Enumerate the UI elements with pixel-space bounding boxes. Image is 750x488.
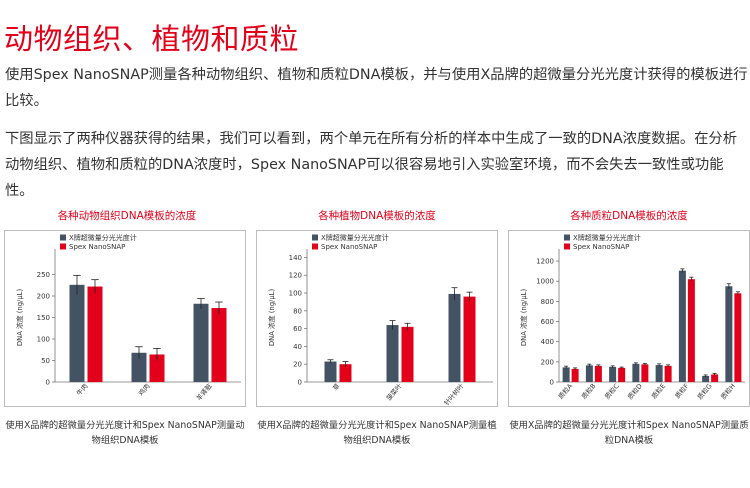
bar <box>641 364 649 382</box>
y-tick-label: 80 <box>293 307 302 315</box>
bar <box>69 284 85 382</box>
x-tick-label: 鸡肉 <box>136 382 151 398</box>
legend-label: X牌超微量分光光度计 <box>321 233 389 242</box>
bar <box>131 352 147 382</box>
x-tick-label: 质粒G <box>695 382 713 402</box>
legend-label: Spex NanoSNAP <box>321 243 377 251</box>
bar <box>149 354 165 382</box>
legend-label: Spex NanoSNAP <box>69 243 125 251</box>
bar <box>594 365 602 382</box>
x-tick-label: 针叶树叶 <box>442 381 466 407</box>
bar <box>562 367 570 382</box>
x-tick-label: 菠菜叶 <box>384 381 404 402</box>
chart-title-plasmid: 各种质粒DNA模板的浓度 <box>570 210 688 222</box>
y-tick-label: 100 <box>37 336 50 344</box>
page-title: 动物组织、植物和质粒 <box>4 22 300 56</box>
legend-swatch <box>564 243 570 250</box>
bar <box>571 368 579 382</box>
bar <box>339 364 352 382</box>
y-tick-label: 200 <box>541 358 554 366</box>
bar <box>211 308 227 382</box>
legend-label: X牌超微量分光光度计 <box>573 233 641 242</box>
bar <box>386 325 399 382</box>
x-tick-label: 质粒E <box>649 382 667 401</box>
chart-panel-animal: 0 50 100 150 200 250 DNA 浓度 (ng/μL) 牛肉 鸡肉 羊肾脏 X牌超微… <box>4 230 246 407</box>
bar <box>678 270 686 382</box>
x-tick-label: 质粒B <box>579 382 597 401</box>
y-tick-label: 50 <box>41 357 50 365</box>
y-tick-label: 0 <box>298 379 302 387</box>
y-tick-label: 150 <box>37 314 50 322</box>
x-tick-label: 牛肉 <box>74 382 89 398</box>
chart-plant: 0 20 40 60 80 100 120 140 DNA 浓度 (ng/μL) 草 菠菜叶 针叶树叶… <box>267 233 493 407</box>
bar <box>401 326 414 382</box>
x-tick-label: 质粒C <box>602 381 620 401</box>
bar <box>585 365 593 382</box>
y-tick-label: 600 <box>541 318 554 326</box>
y-tick-label: 1200 <box>536 258 554 266</box>
bar <box>324 361 337 382</box>
y-tick-label: 0 <box>550 379 554 387</box>
bar <box>609 366 617 382</box>
legend-swatch <box>312 243 318 250</box>
legend-label: X牌超微量分光光度计 <box>69 233 137 242</box>
y-tick-label: 40 <box>293 343 302 351</box>
y-tick-label: 120 <box>289 272 302 280</box>
x-tick-label: 质粒F <box>673 381 691 400</box>
legend-swatch <box>312 234 318 241</box>
chart-title-animal: 各种动物组织DNA模板的浓度 <box>57 210 197 222</box>
x-tick-label: 质粒D <box>625 382 643 402</box>
y-axis-label: DNA 浓度 (ng/μL) <box>519 289 528 347</box>
chart-plasmid: 0 200 400 600 800 1000 1200 DNA 浓度 (ng/μL) 质粒A 质粒… <box>519 233 745 402</box>
x-tick-label: 羊肾脏 <box>194 381 214 402</box>
x-tick-label: 质粒H <box>719 381 737 401</box>
bar <box>463 296 476 382</box>
x-tick-label: 质粒A <box>556 381 574 401</box>
chart-caption-animal: 使用X品牌的超微量分光光度计和Spex NanoSNAP测量动物组织DNA模板 <box>5 420 245 446</box>
y-tick-label: 200 <box>37 293 50 301</box>
y-axis-label: DNA 浓度 (ng/μL) <box>267 289 276 347</box>
y-tick-label: 100 <box>289 290 302 298</box>
bar <box>664 365 672 382</box>
y-tick-label: 0 <box>46 379 50 387</box>
bar <box>655 365 663 382</box>
intro-paragraph: 使用Spex NanoSNAP测量各种动物组织、植物和质粒DNA模板，并与使用X… <box>5 67 748 109</box>
legend-swatch <box>60 234 66 241</box>
bar <box>687 279 695 382</box>
y-axis-label: DNA 浓度 (ng/μL) <box>15 289 24 347</box>
result-paragraph: 下图显示了两种仪器获得的结果，我们可以看到，两个单元在所有分析的样本中生成了一致… <box>5 131 738 199</box>
bar <box>725 286 733 382</box>
y-tick-label: 250 <box>37 271 50 279</box>
chart-panel-plasmid: 0 200 400 600 800 1000 1200 DNA 浓度 (ng/μL) 质粒A 质粒… <box>508 230 750 407</box>
y-tick-label: 1000 <box>536 278 554 286</box>
chart-caption-plant: 使用X品牌的超微量分光光度计和Spex NanoSNAP测量植物组织DNA模板 <box>257 420 497 446</box>
legend-swatch <box>60 243 66 250</box>
y-tick-label: 400 <box>541 338 554 346</box>
y-tick-label: 20 <box>293 361 302 369</box>
bar <box>193 303 209 382</box>
legend-swatch <box>564 234 570 241</box>
bar <box>632 363 640 382</box>
chart-title-plant: 各种植物DNA模板的浓度 <box>318 210 436 222</box>
bar <box>702 375 710 382</box>
bar <box>448 293 461 382</box>
y-tick-label: 60 <box>293 325 302 333</box>
bar <box>711 374 719 382</box>
x-tick-label: 草 <box>330 381 341 392</box>
bar <box>734 293 742 382</box>
chart-caption-plasmid: 使用X品牌的超微量分光光度计和Spex NanoSNAP测量质粒DNA模板 <box>509 420 749 446</box>
legend-label: Spex NanoSNAP <box>573 243 629 251</box>
chart-animal: 0 50 100 150 200 250 DNA 浓度 (ng/μL) 牛肉 鸡肉 羊肾脏 X牌超微… <box>15 233 241 402</box>
y-tick-label: 800 <box>541 298 554 306</box>
bar <box>618 367 626 382</box>
chart-panel-plant: 0 20 40 60 80 100 120 140 DNA 浓度 (ng/μL) 草 菠菜叶 针叶树叶… <box>256 230 498 407</box>
y-tick-label: 140 <box>289 254 302 262</box>
bar <box>87 286 103 382</box>
